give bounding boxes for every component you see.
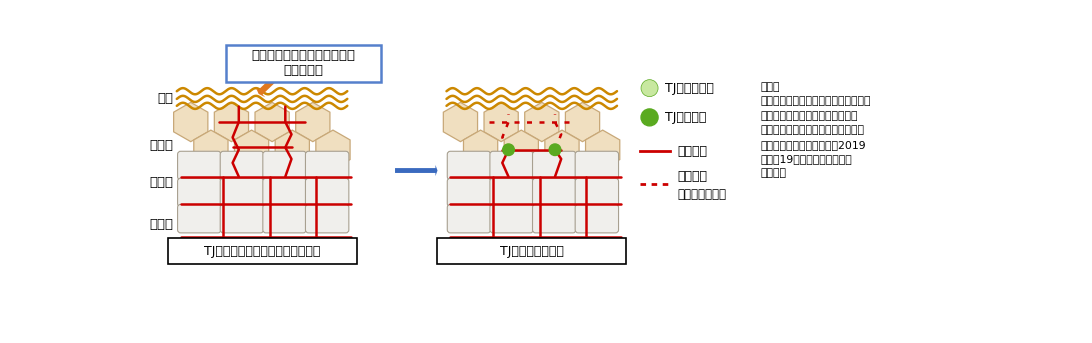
FancyBboxPatch shape	[490, 151, 533, 180]
Polygon shape	[545, 130, 579, 169]
Text: TJが成熟した皮膚: TJが成熟した皮膚	[500, 245, 563, 258]
FancyBboxPatch shape	[533, 151, 575, 180]
FancyBboxPatch shape	[575, 204, 618, 233]
FancyBboxPatch shape	[263, 204, 306, 233]
FancyBboxPatch shape	[448, 178, 490, 207]
Text: TJ（未成熟）: TJ（未成熟）	[665, 82, 714, 95]
Polygon shape	[316, 130, 351, 169]
Text: 神経線維: 神経線維	[677, 170, 708, 183]
Circle shape	[502, 144, 514, 155]
Circle shape	[549, 144, 561, 155]
FancyBboxPatch shape	[263, 178, 306, 207]
Text: 顆粒層: 顆粒層	[150, 139, 174, 152]
Polygon shape	[525, 102, 559, 142]
FancyBboxPatch shape	[448, 204, 490, 233]
FancyBboxPatch shape	[178, 204, 221, 233]
FancyBboxPatch shape	[306, 151, 348, 180]
Text: TJ（成熟）: TJ（成熟）	[665, 111, 707, 124]
FancyBboxPatch shape	[575, 178, 618, 207]
Polygon shape	[566, 102, 600, 142]
Text: 引用：
プレスリリース「皮膚バリアと感覚神
経の関係を可視化　－アトピー性
皮膚炎などの痒みのメカニズムに新
知見－」（理化学研究所、2019
年６月19日）に: 引用： プレスリリース「皮膚バリアと感覚神 経の関係を可視化 －アトピー性 皮膚…	[760, 82, 871, 178]
FancyBboxPatch shape	[533, 178, 575, 207]
Text: TJが未成熟な皮膚（敏感肌など）: TJが未成熟な皮膚（敏感肌など）	[204, 245, 320, 258]
Polygon shape	[235, 130, 269, 169]
FancyBboxPatch shape	[221, 178, 263, 207]
FancyBboxPatch shape	[306, 178, 348, 207]
Text: グリチルリチン酸ジカリウム
・異性化糖: グリチルリチン酸ジカリウム ・異性化糖	[251, 49, 356, 78]
FancyBboxPatch shape	[448, 151, 490, 180]
Text: 角層: 角層	[157, 92, 174, 105]
FancyBboxPatch shape	[263, 151, 306, 180]
FancyBboxPatch shape	[178, 178, 221, 207]
FancyBboxPatch shape	[221, 204, 263, 233]
FancyBboxPatch shape	[226, 45, 381, 82]
Polygon shape	[193, 130, 228, 169]
Polygon shape	[214, 102, 249, 142]
FancyBboxPatch shape	[306, 204, 348, 233]
Polygon shape	[505, 130, 538, 169]
Polygon shape	[484, 102, 519, 142]
FancyBboxPatch shape	[490, 178, 533, 207]
Circle shape	[641, 109, 658, 126]
FancyBboxPatch shape	[575, 151, 618, 180]
Polygon shape	[174, 102, 207, 142]
FancyBboxPatch shape	[490, 204, 533, 233]
Polygon shape	[585, 130, 620, 169]
Polygon shape	[296, 102, 330, 142]
Text: 基底層: 基底層	[150, 218, 174, 231]
FancyBboxPatch shape	[533, 204, 575, 233]
Text: 神経線維: 神経線維	[677, 145, 708, 158]
Polygon shape	[463, 130, 498, 169]
Text: （剪定される）: （剪定される）	[677, 188, 726, 201]
Text: 有棘層: 有棘層	[150, 176, 174, 189]
FancyBboxPatch shape	[221, 151, 263, 180]
Polygon shape	[256, 102, 289, 142]
Polygon shape	[275, 130, 309, 169]
Circle shape	[641, 80, 658, 97]
FancyBboxPatch shape	[178, 151, 221, 180]
FancyBboxPatch shape	[437, 238, 627, 264]
Polygon shape	[443, 102, 477, 142]
FancyBboxPatch shape	[167, 238, 357, 264]
